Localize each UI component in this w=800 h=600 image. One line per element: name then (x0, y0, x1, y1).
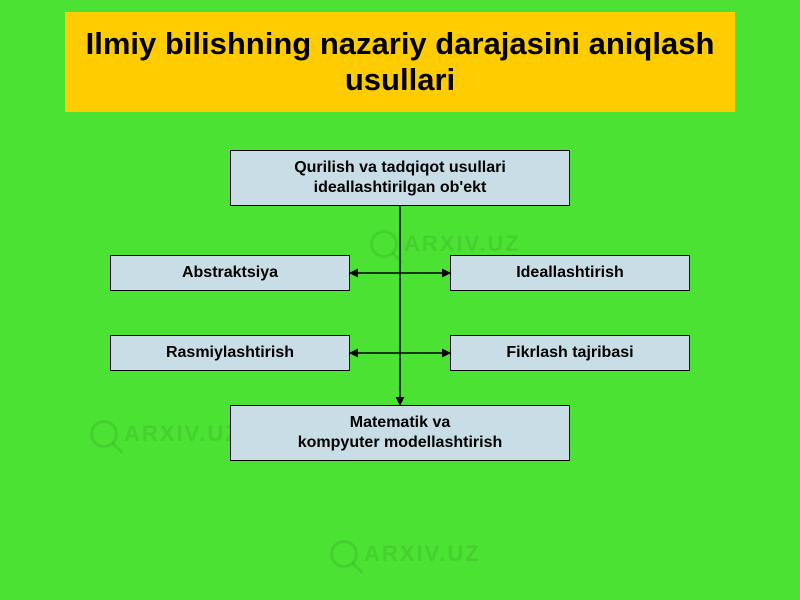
watermark-text: ARXIV.UZ (364, 541, 481, 567)
box-top: Qurilish va tadqiqot usullari ideallasht… (230, 150, 570, 206)
box-right-2-label: Fikrlash tajribasi (506, 343, 633, 363)
box-left-2: Rasmiylashtirish (110, 335, 350, 371)
slide-title: Ilmiy bilishning nazariy darajasini aniq… (65, 12, 735, 112)
box-left-1: Abstraktsiya (110, 255, 350, 291)
watermark-text: ARXIV.UZ (404, 231, 521, 257)
box-left-1-label: Abstraktsiya (182, 263, 278, 283)
box-right-1-label: Ideallashtirish (516, 263, 624, 283)
box-right-1: Ideallashtirish (450, 255, 690, 291)
watermark-text: ARXIV.UZ (124, 421, 241, 447)
watermark: ARXIV.UZ (330, 540, 481, 568)
watermark: ARXIV.UZ (90, 420, 241, 448)
box-left-2-label: Rasmiylashtirish (166, 343, 294, 363)
box-right-2: Fikrlash tajribasi (450, 335, 690, 371)
box-bottom-label: Matematik va kompyuter modellashtirish (298, 413, 503, 453)
box-bottom: Matematik va kompyuter modellashtirish (230, 405, 570, 461)
watermark: ARXIV.UZ (370, 230, 521, 258)
box-top-label: Qurilish va tadqiqot usullari ideallasht… (294, 158, 506, 198)
slide-title-text: Ilmiy bilishning nazariy darajasini aniq… (65, 26, 735, 97)
